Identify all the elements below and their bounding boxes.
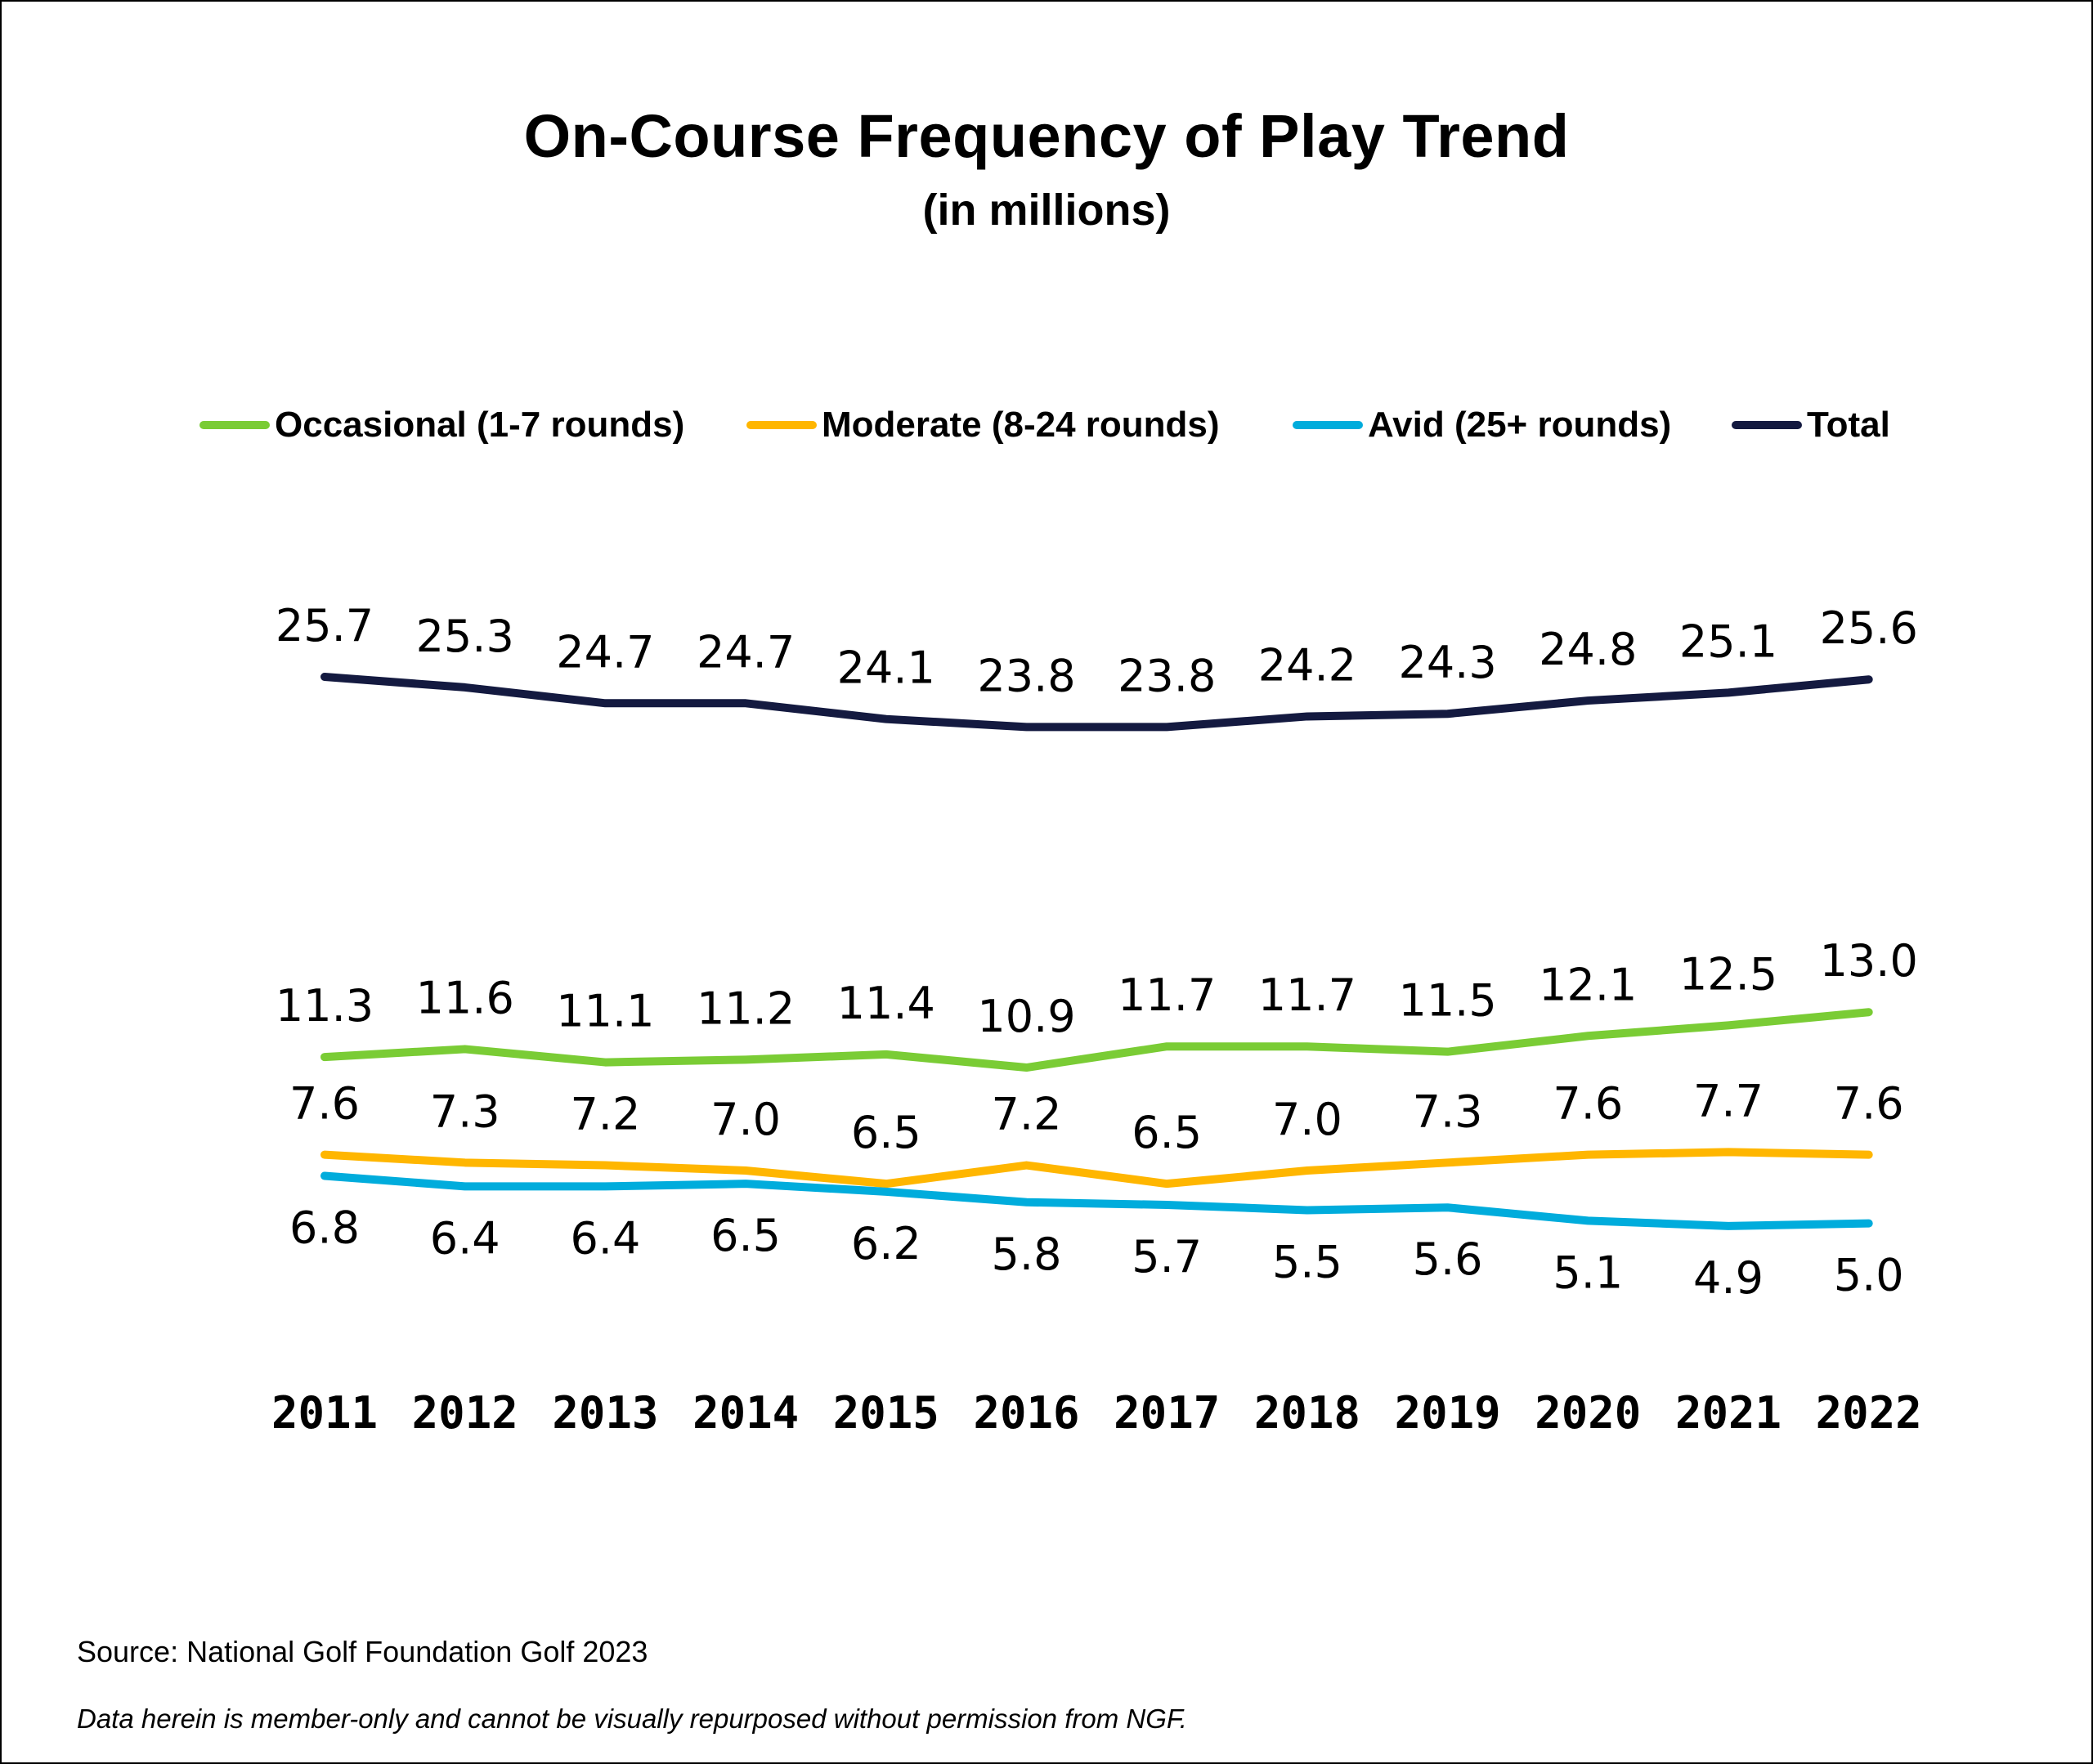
data-label-occasional: 11.6 <box>416 972 514 1023</box>
disclaimer-text: Data herein is member-only and cannot be… <box>77 1704 1187 1734</box>
data-label-moderate: 6.5 <box>1132 1107 1202 1158</box>
data-label-moderate: 7.7 <box>1693 1075 1764 1126</box>
data-label-total: 25.6 <box>1820 602 1918 654</box>
legend-item-avid: Avid (25+ rounds) <box>1293 402 1671 448</box>
legend-item-total: Total <box>1732 402 1890 448</box>
data-label-moderate: 7.3 <box>430 1086 500 1137</box>
chart-title: On-Course Frequency of Play Trend <box>523 102 1570 170</box>
data-label-total: 24.7 <box>697 626 795 678</box>
data-label-total: 23.8 <box>1118 650 1216 701</box>
data-label-moderate: 7.3 <box>1413 1086 1483 1137</box>
data-label-avid: 6.8 <box>289 1202 360 1253</box>
data-label-avid: 4.9 <box>1693 1252 1764 1304</box>
x-tick-label: 2018 <box>1254 1387 1360 1439</box>
data-label-moderate: 7.6 <box>289 1078 360 1130</box>
legend-label: Occasional (1-7 rounds) <box>275 405 685 445</box>
legend-item-occasional: Occasional (1-7 rounds) <box>199 402 684 448</box>
data-label-occasional: 11.7 <box>1118 969 1216 1021</box>
data-label-moderate: 7.0 <box>710 1094 781 1145</box>
source-text: Source: National Golf Foundation Golf 20… <box>77 1635 648 1668</box>
x-tick-label: 2022 <box>1816 1387 1922 1439</box>
series-line-total <box>320 673 1873 732</box>
x-tick-label: 2011 <box>271 1387 378 1439</box>
data-label-avid: 5.7 <box>1132 1231 1202 1283</box>
legend-swatch <box>1293 421 1363 429</box>
data-label-occasional: 12.1 <box>1539 959 1637 1010</box>
data-label-occasional: 11.5 <box>1398 975 1496 1027</box>
data-label-moderate: 6.5 <box>851 1107 921 1158</box>
data-label-occasional: 10.9 <box>977 991 1075 1042</box>
data-label-total: 23.8 <box>977 650 1075 701</box>
data-label-total: 24.3 <box>1398 637 1496 688</box>
x-tick-label: 2020 <box>1535 1387 1641 1439</box>
x-tick-label: 2013 <box>552 1387 658 1439</box>
legend-label: Moderate (8-24 rounds) <box>822 405 1220 445</box>
x-tick-label: 2017 <box>1114 1387 1220 1439</box>
data-label-avid: 5.6 <box>1413 1233 1483 1285</box>
data-label-occasional: 11.3 <box>276 980 374 1032</box>
data-label-avid: 6.4 <box>430 1212 500 1264</box>
data-label-occasional: 11.4 <box>837 978 935 1029</box>
data-label-moderate: 7.2 <box>570 1089 640 1140</box>
legend-swatch <box>199 421 270 429</box>
legend-swatch <box>1732 421 1802 429</box>
x-tick-label: 2014 <box>692 1387 799 1439</box>
chart-subtitle: (in millions) <box>922 186 1171 235</box>
data-label-occasional: 12.5 <box>1679 948 1777 1000</box>
data-label-moderate: 7.0 <box>1272 1094 1342 1145</box>
series-line-avid <box>320 1171 1873 1230</box>
data-label-avid: 5.5 <box>1272 1236 1342 1287</box>
data-label-moderate: 7.6 <box>1553 1078 1623 1130</box>
data-label-avid: 6.5 <box>710 1210 781 1261</box>
data-label-total: 25.7 <box>276 600 374 651</box>
series-line-occasional <box>320 1008 1873 1072</box>
legend-label: Avid (25+ rounds) <box>1368 405 1672 445</box>
data-label-total: 24.8 <box>1539 624 1637 675</box>
data-label-total: 25.3 <box>416 611 514 662</box>
data-label-occasional: 11.2 <box>697 983 795 1034</box>
x-tick-label: 2021 <box>1675 1387 1782 1439</box>
x-tick-label: 2015 <box>833 1387 939 1439</box>
data-label-total: 24.2 <box>1258 639 1356 691</box>
legend-label: Total <box>1807 405 1890 445</box>
data-label-avid: 6.4 <box>570 1212 640 1264</box>
data-label-avid: 5.0 <box>1834 1250 1904 1301</box>
data-label-total: 25.1 <box>1679 616 1777 667</box>
data-label-moderate: 7.6 <box>1834 1078 1904 1130</box>
data-label-total: 24.1 <box>837 642 935 694</box>
data-label-occasional: 11.7 <box>1258 969 1356 1021</box>
data-label-occasional: 11.1 <box>556 986 654 1037</box>
data-label-occasional: 13.0 <box>1820 935 1918 987</box>
legend-item-moderate: Moderate (8-24 rounds) <box>746 402 1220 448</box>
data-label-avid: 6.2 <box>851 1218 921 1269</box>
legend-swatch <box>746 421 817 429</box>
data-label-moderate: 7.2 <box>992 1089 1062 1140</box>
data-label-avid: 5.1 <box>1553 1247 1623 1298</box>
series-line-moderate <box>320 1148 1873 1189</box>
x-tick-label: 2012 <box>412 1387 518 1439</box>
data-label-avid: 5.8 <box>992 1229 1062 1280</box>
data-label-total: 24.7 <box>556 626 654 678</box>
x-tick-label: 2016 <box>973 1387 1079 1439</box>
x-tick-label: 2019 <box>1395 1387 1501 1439</box>
